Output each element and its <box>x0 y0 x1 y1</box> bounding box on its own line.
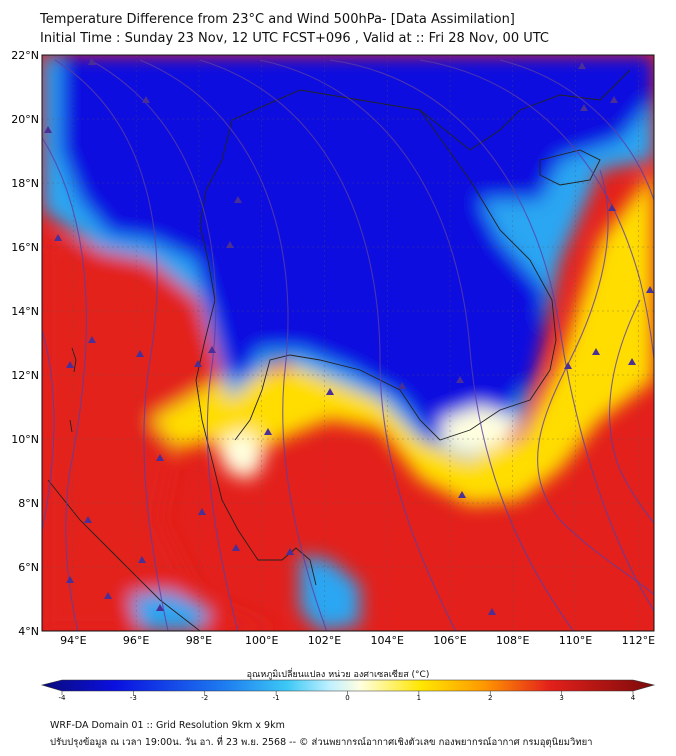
streamline-arrow-mark <box>232 544 240 551</box>
footer-model-info: WRF-DA Domain 01 :: Grid Resolution 9km … <box>50 720 285 731</box>
streamline-arrow-mark <box>488 608 496 615</box>
streamline-arrow-mark <box>198 508 206 515</box>
colorbar-tick-label: 1 <box>417 694 421 702</box>
lat-label: 18°N <box>11 177 39 190</box>
streamline-arrow-mark <box>458 491 466 498</box>
coastline-vietnam-north <box>419 69 631 151</box>
coastline-sumatra <box>47 479 201 631</box>
colorbar-tick-label: -3 <box>130 694 137 702</box>
gridlines <box>42 55 654 631</box>
lat-label: 10°N <box>11 433 39 446</box>
coastlines <box>47 69 631 631</box>
streamline-arrow-mark <box>84 516 92 523</box>
colorbar: -4 -3 -2 -1 0 1 2 3 4 <box>40 679 656 702</box>
streamline-arrow-mark <box>54 234 62 241</box>
colorbar-tick-label: 4 <box>631 694 636 702</box>
lat-label: 22°N <box>11 49 39 62</box>
streamlines <box>42 59 654 631</box>
title-line-1: Temperature Difference from 23°C and Win… <box>40 12 515 27</box>
temperature-field <box>42 55 654 631</box>
neutral-patch-south <box>220 430 265 480</box>
east-coast-neutral <box>440 405 520 455</box>
colorbar-tick-label: -4 <box>59 694 67 702</box>
colorbar-label: อุณหภูมิเปลี่ยนแปลง หน่วย องศาเซลเซียส (… <box>246 670 430 680</box>
streamline-arrow-mark <box>234 196 242 203</box>
streamline-arrow-mark <box>286 548 294 555</box>
lon-label: 96°E <box>123 634 149 647</box>
colorbar-strip <box>40 679 656 692</box>
streamline-arrow-mark <box>456 376 464 383</box>
streamline-arrow-mark <box>194 360 202 367</box>
streamline-arrow-mark <box>44 126 52 133</box>
lon-label: 104°E <box>371 634 404 647</box>
footer-credit: ปรับปรุงข้อมูล ณ เวลา 19:00น. วัน อา. ที… <box>50 737 593 748</box>
streamline-arrow-mark <box>326 388 334 395</box>
colorbar-tick-label: 0 <box>345 694 349 702</box>
lat-label: 14°N <box>11 305 39 318</box>
streamline-arrow-mark <box>580 104 588 111</box>
streamline-arrow-mark <box>578 62 586 69</box>
streamline-arrow-mark <box>398 382 406 389</box>
lon-label: 110°E <box>559 634 592 647</box>
coastline-mainland <box>195 89 557 586</box>
streamline-arrow-mark <box>226 241 234 248</box>
streamline-arrow-mark <box>628 358 636 365</box>
streamline-arrow-mark <box>88 58 96 65</box>
streamline-arrows <box>44 58 654 615</box>
streamline-arrow-mark <box>564 362 572 369</box>
cold-region <box>60 55 654 440</box>
streamline-arrow-mark <box>66 361 74 368</box>
streamline-arrow-mark <box>156 454 164 461</box>
lat-label: 4°N <box>18 625 39 638</box>
streamline-arrow-mark <box>142 96 150 103</box>
lat-label: 8°N <box>18 497 39 510</box>
lon-label: 112°E <box>622 634 655 647</box>
streamline-arrow-mark <box>646 286 654 293</box>
streamline-arrow-mark <box>264 428 272 435</box>
streamline-arrow-mark <box>66 576 74 583</box>
lon-label: 102°E <box>308 634 341 647</box>
cold-pocket-south <box>130 555 360 631</box>
colorbar-tick-label: -2 <box>201 694 208 702</box>
colorbar-ticks: -4 -3 -2 -1 0 1 2 3 4 <box>59 691 636 702</box>
coastline-hainan <box>539 149 601 186</box>
streamline-arrow-mark <box>156 604 164 611</box>
lon-label: 100°E <box>245 634 278 647</box>
lat-label: 6°N <box>18 561 39 574</box>
lon-label: 98°E <box>186 634 212 647</box>
streamline-arrow-mark <box>138 556 146 563</box>
streamline-arrow-mark <box>104 592 112 599</box>
title-line-2: Initial Time : Sunday 23 Nov, 12 UTC FCS… <box>40 31 549 46</box>
lat-axis-labels: 22°N 20°N 18°N 16°N 14°N 12°N 10°N 8°N 6°N 4°N <box>11 49 39 638</box>
streamline-arrow-mark <box>608 204 616 211</box>
streamline-arrow-mark <box>592 348 600 355</box>
streamline-arrow-mark <box>136 350 144 357</box>
lat-label: 12°N <box>11 369 39 382</box>
lat-label: 16°N <box>11 241 39 254</box>
lon-label: 106°E <box>433 634 466 647</box>
streamline-arrow-mark <box>610 96 618 103</box>
lat-label: 20°N <box>11 113 39 126</box>
yellow-band <box>150 170 654 505</box>
lon-label: 94°E <box>60 634 86 647</box>
colorbar-tick-label: 2 <box>488 694 492 702</box>
lon-axis-labels: 94°E 96°E 98°E 100°E 102°E 104°E 106°E 108°E 110… <box>60 634 655 647</box>
streamline-arrow-mark <box>88 336 96 343</box>
colorbar-tick-label: 3 <box>559 694 563 702</box>
plot-frame <box>41 54 655 632</box>
lon-label: 108°E <box>496 634 529 647</box>
streamline-arrow-mark <box>208 346 216 353</box>
colorbar-tick-label: -1 <box>273 694 280 702</box>
